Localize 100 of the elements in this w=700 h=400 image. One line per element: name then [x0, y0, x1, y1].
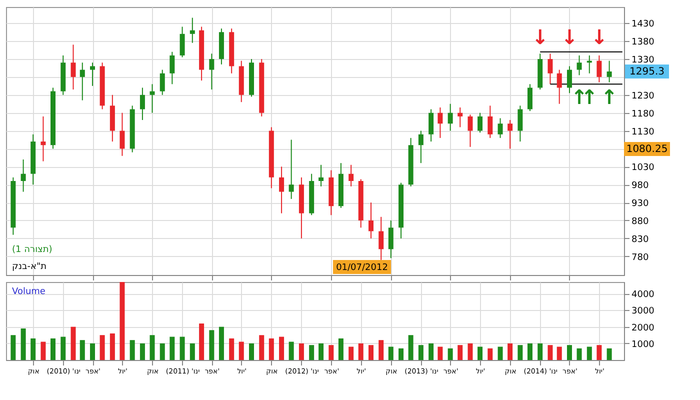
bar	[268, 338, 274, 360]
bar	[150, 335, 155, 360]
bar	[418, 345, 424, 360]
candlestick	[209, 53, 214, 90]
annotation: ת"א-בנק	[12, 262, 47, 272]
bar	[90, 343, 96, 360]
candlestick	[170, 51, 175, 85]
y-tick-label: 1380	[632, 38, 655, 48]
bar	[288, 342, 294, 360]
candlestick	[468, 114, 473, 148]
annotation: (תצורה 1)	[12, 245, 52, 255]
y-tick-label: 4000	[632, 290, 655, 300]
y-tick-label: 1000	[632, 340, 655, 350]
annotation: ↓	[561, 24, 578, 49]
candlestick	[80, 62, 85, 101]
bar	[229, 338, 234, 360]
bar	[498, 346, 503, 360]
bar	[238, 342, 244, 360]
bar	[10, 335, 16, 360]
candlestick	[150, 84, 155, 114]
bar	[556, 346, 562, 360]
candlestick	[368, 202, 374, 239]
candlestick	[518, 105, 523, 142]
candlestick	[527, 84, 532, 112]
y-tick-label: 3000	[632, 306, 655, 317]
bar	[488, 348, 493, 360]
bar	[140, 343, 145, 360]
bar	[218, 326, 224, 360]
y-tick-label: 1180	[632, 109, 655, 120]
bar	[538, 343, 543, 360]
bar	[348, 346, 354, 360]
candlestick	[438, 106, 443, 138]
annotation: 01/07/2012	[336, 263, 388, 273]
candlestick	[576, 54, 582, 76]
bar	[566, 345, 572, 360]
candlestick	[90, 62, 96, 86]
bar	[388, 346, 394, 360]
bar	[408, 335, 414, 360]
bar	[160, 343, 165, 360]
bar	[110, 333, 115, 360]
candlestick	[606, 60, 612, 83]
bar	[259, 335, 264, 360]
candlestick	[448, 103, 453, 132]
candlestick	[566, 66, 572, 94]
bar	[20, 328, 26, 360]
candlestick	[478, 112, 483, 134]
bar	[180, 336, 185, 360]
bar	[249, 343, 254, 360]
annotation: 1295.3	[630, 66, 664, 78]
bar	[606, 348, 612, 360]
candlestick	[279, 166, 284, 214]
annotation: ↓	[532, 24, 548, 49]
annotation: ↑	[600, 85, 618, 110]
candlestick	[388, 220, 394, 259]
bar	[70, 326, 76, 360]
y-tick-label: 1030	[632, 163, 655, 174]
candlestick	[348, 164, 354, 187]
bar	[309, 345, 314, 360]
candlestick	[120, 112, 125, 156]
bar	[596, 345, 602, 360]
bar	[209, 330, 214, 360]
candlestick	[40, 116, 46, 162]
bar	[120, 282, 125, 360]
y-tick-label: 930	[632, 199, 649, 210]
candlestick	[70, 44, 76, 90]
bar	[130, 340, 135, 360]
bar	[508, 343, 513, 360]
candlestick	[458, 106, 463, 128]
candlestick	[288, 139, 294, 200]
bar	[478, 346, 483, 360]
bar	[586, 346, 592, 360]
candlestick	[508, 120, 513, 150]
candlestick	[498, 118, 503, 138]
candlestick	[428, 108, 434, 142]
bar	[279, 336, 284, 360]
candlestick	[418, 130, 424, 164]
bar	[518, 345, 523, 360]
bar	[170, 336, 175, 360]
bar	[60, 336, 66, 360]
y-tick-label: 2000	[632, 323, 655, 334]
bar	[40, 342, 46, 360]
bar	[448, 348, 453, 360]
bar	[80, 340, 85, 360]
annotation: ↓	[590, 24, 608, 49]
bar	[438, 346, 443, 360]
bar	[298, 343, 304, 360]
bar	[100, 335, 105, 360]
y-tick-label: 1330	[632, 56, 655, 66]
bar	[318, 343, 324, 360]
candlestick	[378, 216, 384, 260]
y-tick-label: 1130	[632, 127, 655, 138]
bar	[468, 343, 473, 360]
candlestick	[596, 54, 602, 83]
bar	[50, 338, 56, 360]
candlestick	[190, 17, 195, 44]
bar	[398, 348, 404, 360]
candlestick	[548, 53, 553, 85]
bar	[368, 345, 374, 360]
bar	[30, 338, 36, 360]
bar	[527, 343, 532, 360]
